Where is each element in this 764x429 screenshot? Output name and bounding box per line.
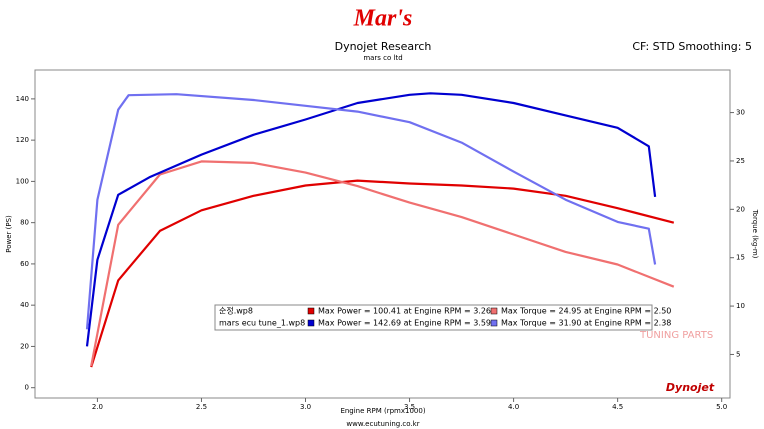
series-line bbox=[85, 93, 657, 330]
series-line bbox=[90, 160, 675, 367]
subtitle: mars co ltd bbox=[363, 54, 402, 62]
legend-power: Max Power = 142.69 at Engine RPM = 3.59 bbox=[318, 319, 491, 328]
x-tick-label: 4.5 bbox=[612, 403, 623, 411]
plot-frame bbox=[34, 69, 731, 399]
footer: www.ecutuning.co.kr bbox=[346, 420, 419, 428]
legend-file: 순정.wp8 bbox=[219, 306, 253, 316]
y-tick-label: 140 bbox=[16, 95, 29, 103]
legend-swatch bbox=[307, 307, 315, 315]
y-tick-label: 0 bbox=[25, 384, 29, 392]
y-axis-label: Power (PS) bbox=[5, 215, 13, 253]
legend-torque: Max Torque = 31.90 at Engine RPM = 2.38 bbox=[501, 319, 671, 328]
legend-box bbox=[214, 304, 653, 331]
logo: Mar's bbox=[353, 6, 413, 32]
series-line bbox=[85, 92, 657, 347]
x-tick-label: 3.0 bbox=[300, 403, 311, 411]
y-tick-label: 100 bbox=[16, 177, 29, 185]
y2-tick-label: 10 bbox=[736, 302, 745, 310]
y2-axis-label: Torque (kg-m) bbox=[751, 209, 759, 259]
y2-tick-label: 20 bbox=[736, 205, 745, 213]
series-line bbox=[90, 179, 675, 368]
x-tick-label: 2.0 bbox=[92, 403, 103, 411]
brand: Dynojet bbox=[666, 381, 715, 394]
x-tick-label: 3.5 bbox=[404, 403, 415, 411]
legend-swatch bbox=[307, 319, 315, 327]
legend-swatch bbox=[490, 307, 498, 315]
y-tick-label: 80 bbox=[20, 219, 29, 227]
y2-tick-label: 15 bbox=[736, 254, 745, 262]
y2-tick-label: 30 bbox=[736, 109, 745, 117]
watermark: TUNING PARTS bbox=[639, 330, 713, 341]
legend-torque: Max Torque = 24.95 at Engine RPM = 2.50 bbox=[501, 307, 671, 316]
y-tick-label: 60 bbox=[20, 260, 29, 268]
x-tick-label: 4.0 bbox=[508, 403, 519, 411]
x-axis-label: Engine RPM (rpmx1000) bbox=[340, 407, 425, 415]
y-tick-label: 120 bbox=[16, 136, 29, 144]
y2-tick-label: 5 bbox=[736, 350, 740, 358]
x-tick-label: 5.0 bbox=[716, 403, 727, 411]
legend-file: mars ecu tune_1.wp8 bbox=[219, 319, 305, 328]
corner-note: CF: STD Smoothing: 5 bbox=[632, 40, 752, 53]
legend-power: Max Power = 100.41 at Engine RPM = 3.26 bbox=[318, 307, 491, 316]
x-tick-label: 2.5 bbox=[196, 403, 207, 411]
chart-title: Dynojet Research bbox=[335, 40, 432, 53]
y2-tick-label: 25 bbox=[736, 157, 745, 165]
y-tick-label: 40 bbox=[20, 301, 29, 309]
legend-swatch bbox=[490, 319, 498, 327]
y-tick-label: 20 bbox=[20, 342, 29, 350]
